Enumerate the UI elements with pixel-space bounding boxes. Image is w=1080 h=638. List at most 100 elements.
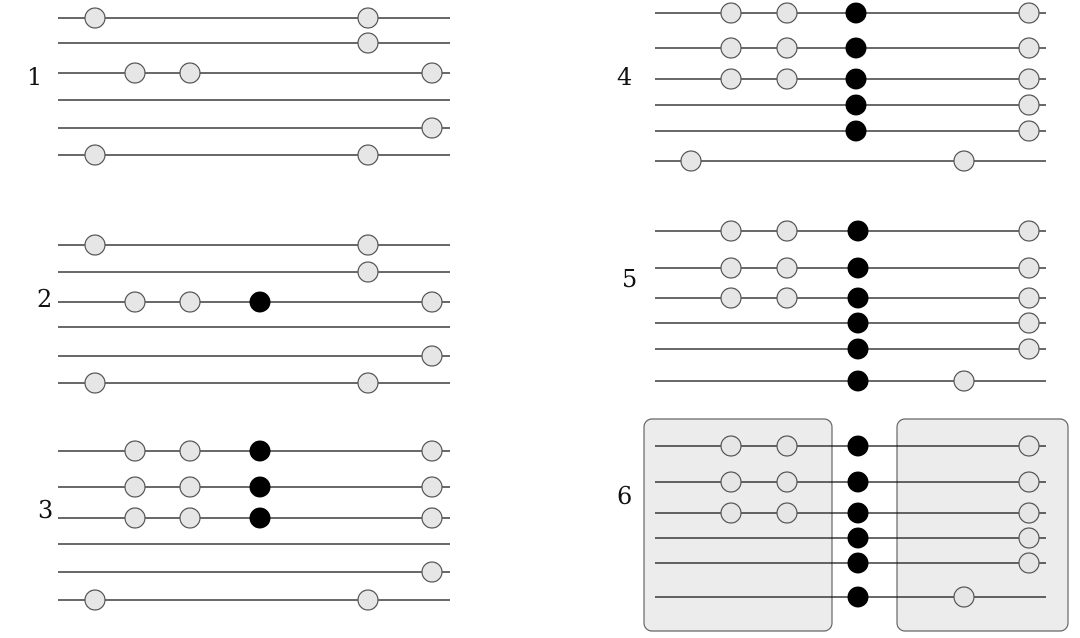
open-dot [680, 150, 702, 172]
filled-dot [845, 37, 867, 59]
filled-dot [847, 527, 869, 549]
open-dot [1018, 312, 1040, 334]
open-dot [953, 150, 975, 172]
open-dot [720, 2, 742, 24]
open-dot [421, 440, 443, 462]
open-dot [357, 144, 379, 166]
filled-dot [845, 94, 867, 116]
open-dot [124, 291, 146, 313]
filled-dot [847, 552, 869, 574]
filled-dot [847, 435, 869, 457]
panel-3: 3 [38, 440, 450, 611]
filled-dot [847, 370, 869, 392]
open-dot [84, 234, 106, 256]
filled-dot [249, 507, 271, 529]
filled-dot [847, 312, 869, 334]
open-dot [776, 287, 798, 309]
filled-dot [845, 2, 867, 24]
open-dot [1018, 120, 1040, 142]
open-dot [776, 502, 798, 524]
filled-dot [847, 586, 869, 608]
open-dot [720, 287, 742, 309]
open-dot [1018, 527, 1040, 549]
open-dot [84, 144, 106, 166]
open-dot [421, 291, 443, 313]
open-dot [720, 435, 742, 457]
open-dot [1018, 287, 1040, 309]
filled-dot [847, 287, 869, 309]
open-dot [124, 476, 146, 498]
panel-5: 5 [622, 220, 1046, 392]
open-dot [720, 502, 742, 524]
filled-dot [845, 120, 867, 142]
open-dot [179, 507, 201, 529]
open-dot [776, 37, 798, 59]
filled-dot [845, 68, 867, 90]
open-dot [720, 257, 742, 279]
open-dot [357, 7, 379, 29]
open-dot [776, 220, 798, 242]
open-dot [357, 589, 379, 611]
open-dot [421, 345, 443, 367]
open-dot [720, 220, 742, 242]
open-dot [1018, 338, 1040, 360]
open-dot [357, 32, 379, 54]
open-dot [1018, 257, 1040, 279]
open-dot [1018, 552, 1040, 574]
open-dot [776, 68, 798, 90]
filled-dot [847, 220, 869, 242]
panel-4: 4 [617, 2, 1046, 172]
filled-dot [847, 471, 869, 493]
filled-dot [847, 257, 869, 279]
open-dot [720, 471, 742, 493]
open-dot [421, 62, 443, 84]
filled-dot [847, 502, 869, 524]
open-dot [776, 471, 798, 493]
open-dot [1018, 220, 1040, 242]
open-dot [124, 440, 146, 462]
panel-label: 2 [37, 285, 52, 313]
open-dot [84, 372, 106, 394]
open-dot [1018, 68, 1040, 90]
open-dot [776, 257, 798, 279]
open-dot [776, 435, 798, 457]
open-dot [179, 62, 201, 84]
open-dot [1018, 2, 1040, 24]
open-dot [953, 370, 975, 392]
open-dot [179, 291, 201, 313]
open-dot [421, 476, 443, 498]
filled-dot [249, 440, 271, 462]
filled-dot [847, 338, 869, 360]
open-dot [421, 561, 443, 583]
open-dot [953, 586, 975, 608]
open-dot [421, 507, 443, 529]
open-dot [179, 476, 201, 498]
panel-label: 4 [617, 63, 632, 91]
open-dot [720, 68, 742, 90]
region-right [896, 418, 1069, 632]
panel-1: 1 [27, 7, 450, 166]
open-dot [357, 372, 379, 394]
open-dot [1018, 502, 1040, 524]
open-dot [124, 507, 146, 529]
panel-label: 6 [617, 482, 632, 510]
open-dot [421, 117, 443, 139]
panel-6: 6 [617, 418, 1069, 632]
open-dot [357, 261, 379, 283]
open-dot [720, 37, 742, 59]
filled-dot [249, 291, 271, 313]
open-dot [124, 62, 146, 84]
panel-label: 1 [27, 63, 42, 91]
open-dot [179, 440, 201, 462]
open-dot [84, 589, 106, 611]
open-dot [84, 7, 106, 29]
open-dot [1018, 94, 1040, 116]
panel-label: 5 [622, 265, 637, 293]
open-dot [1018, 471, 1040, 493]
filled-dot [249, 476, 271, 498]
open-dot [776, 2, 798, 24]
open-dot [357, 234, 379, 256]
open-dot [1018, 37, 1040, 59]
panel-2: 2 [37, 234, 450, 394]
